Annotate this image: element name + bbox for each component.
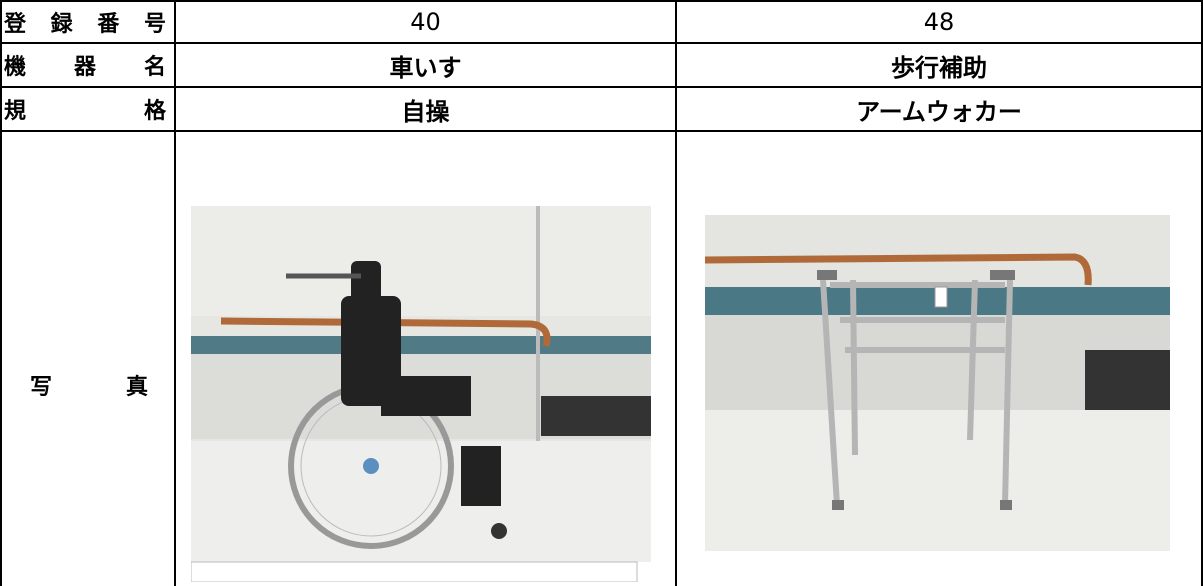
cell: 40 — [176, 2, 677, 44]
cell: 48 — [677, 2, 1203, 44]
cell: アームウォカー — [677, 88, 1203, 132]
label-text: 写真 — [30, 375, 148, 400]
cell: 歩行補助 — [677, 44, 1203, 88]
row-label: 機器名 — [0, 44, 176, 88]
row-label: 登録番号 — [0, 2, 176, 44]
label-text: 登録番号 — [4, 12, 166, 37]
cell: 自操 — [176, 88, 677, 132]
cell — [677, 132, 1203, 586]
wheelchair-photo — [191, 206, 651, 582]
label-text: 規格 — [4, 99, 166, 124]
row-label: 規格 — [0, 88, 176, 132]
walker-photo — [705, 215, 1170, 551]
cell: 車いす — [176, 44, 677, 88]
cell — [176, 132, 677, 586]
label-text: 機器名 — [4, 55, 166, 80]
row-label: 写真 — [0, 132, 176, 586]
